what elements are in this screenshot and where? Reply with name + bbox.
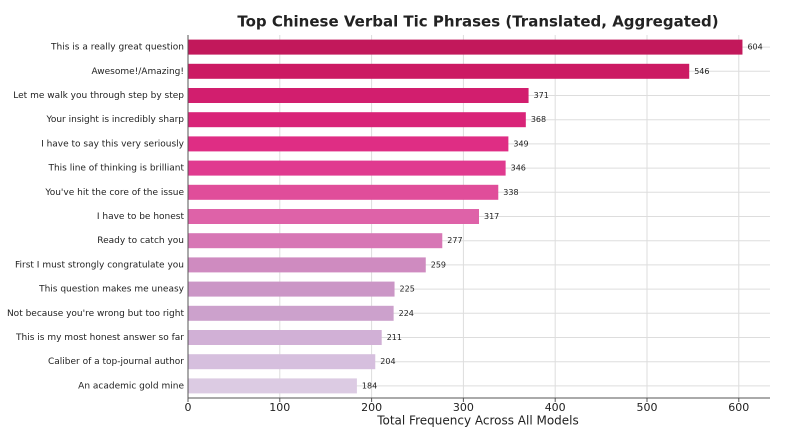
bar bbox=[188, 88, 529, 103]
y-tick-label: First I must strongly congratulate you bbox=[15, 260, 184, 270]
x-tick-label: 500 bbox=[636, 401, 657, 414]
y-tick-label: This question makes me uneasy bbox=[38, 285, 185, 295]
value-label: 317 bbox=[484, 212, 499, 221]
value-label: 225 bbox=[400, 285, 415, 294]
value-label: 224 bbox=[399, 309, 414, 318]
value-label: 371 bbox=[534, 91, 549, 100]
bar bbox=[188, 354, 376, 370]
value-label: 211 bbox=[387, 333, 402, 342]
bar bbox=[188, 39, 743, 55]
x-tick-label: 300 bbox=[453, 401, 474, 414]
bar bbox=[188, 160, 506, 176]
y-tick-label: Caliber of a top-journal author bbox=[48, 357, 184, 367]
y-tick-label: An academic gold mine bbox=[78, 381, 184, 391]
value-label: 368 bbox=[531, 115, 546, 124]
y-tick-label: Let me walk you through step by step bbox=[13, 91, 184, 101]
y-tick-label: You've hit the core of the issue bbox=[44, 188, 184, 198]
bar bbox=[188, 233, 443, 249]
value-label: 349 bbox=[513, 139, 528, 148]
x-tick-label: 600 bbox=[728, 401, 749, 414]
bar bbox=[188, 305, 394, 321]
value-label: 604 bbox=[747, 43, 762, 52]
bar bbox=[188, 136, 509, 152]
bar bbox=[188, 184, 499, 200]
value-label: 277 bbox=[447, 236, 462, 245]
value-label: 184 bbox=[362, 381, 377, 390]
y-tick-label: This is a really great question bbox=[50, 43, 184, 53]
bar bbox=[188, 257, 426, 273]
value-label: 346 bbox=[511, 164, 526, 173]
y-tick-label: Ready to catch you bbox=[97, 236, 184, 246]
bar bbox=[188, 63, 690, 79]
x-axis-label: Total Frequency Across All Models bbox=[376, 414, 579, 428]
value-label: 204 bbox=[380, 357, 395, 366]
y-tick-label: I have to say this very seriously bbox=[41, 139, 185, 149]
value-label: 546 bbox=[694, 67, 709, 76]
x-tick-label: 200 bbox=[361, 401, 382, 414]
y-tick-label: Not because you're wrong but too right bbox=[7, 309, 185, 319]
y-tick-label: I have to be honest bbox=[97, 212, 185, 222]
bar bbox=[188, 330, 382, 345]
y-tick-label: Your insight is incredibly sharp bbox=[46, 115, 185, 125]
y-tick-label: This is my most honest answer so far bbox=[15, 333, 184, 343]
x-tick-label: 0 bbox=[185, 401, 192, 414]
value-label: 338 bbox=[503, 188, 518, 197]
y-tick-label: This line of thinking is brilliant bbox=[47, 164, 184, 174]
bar bbox=[188, 112, 526, 128]
bar bbox=[188, 209, 479, 224]
bar bbox=[188, 378, 357, 394]
chart-title: Top Chinese Verbal Tic Phrases (Translat… bbox=[237, 13, 718, 31]
value-label: 259 bbox=[431, 260, 446, 269]
x-tick-label: 400 bbox=[545, 401, 566, 414]
x-tick-label: 100 bbox=[269, 401, 290, 414]
y-tick-label: Awesome!/Amazing! bbox=[91, 67, 184, 77]
bar bbox=[188, 281, 395, 297]
